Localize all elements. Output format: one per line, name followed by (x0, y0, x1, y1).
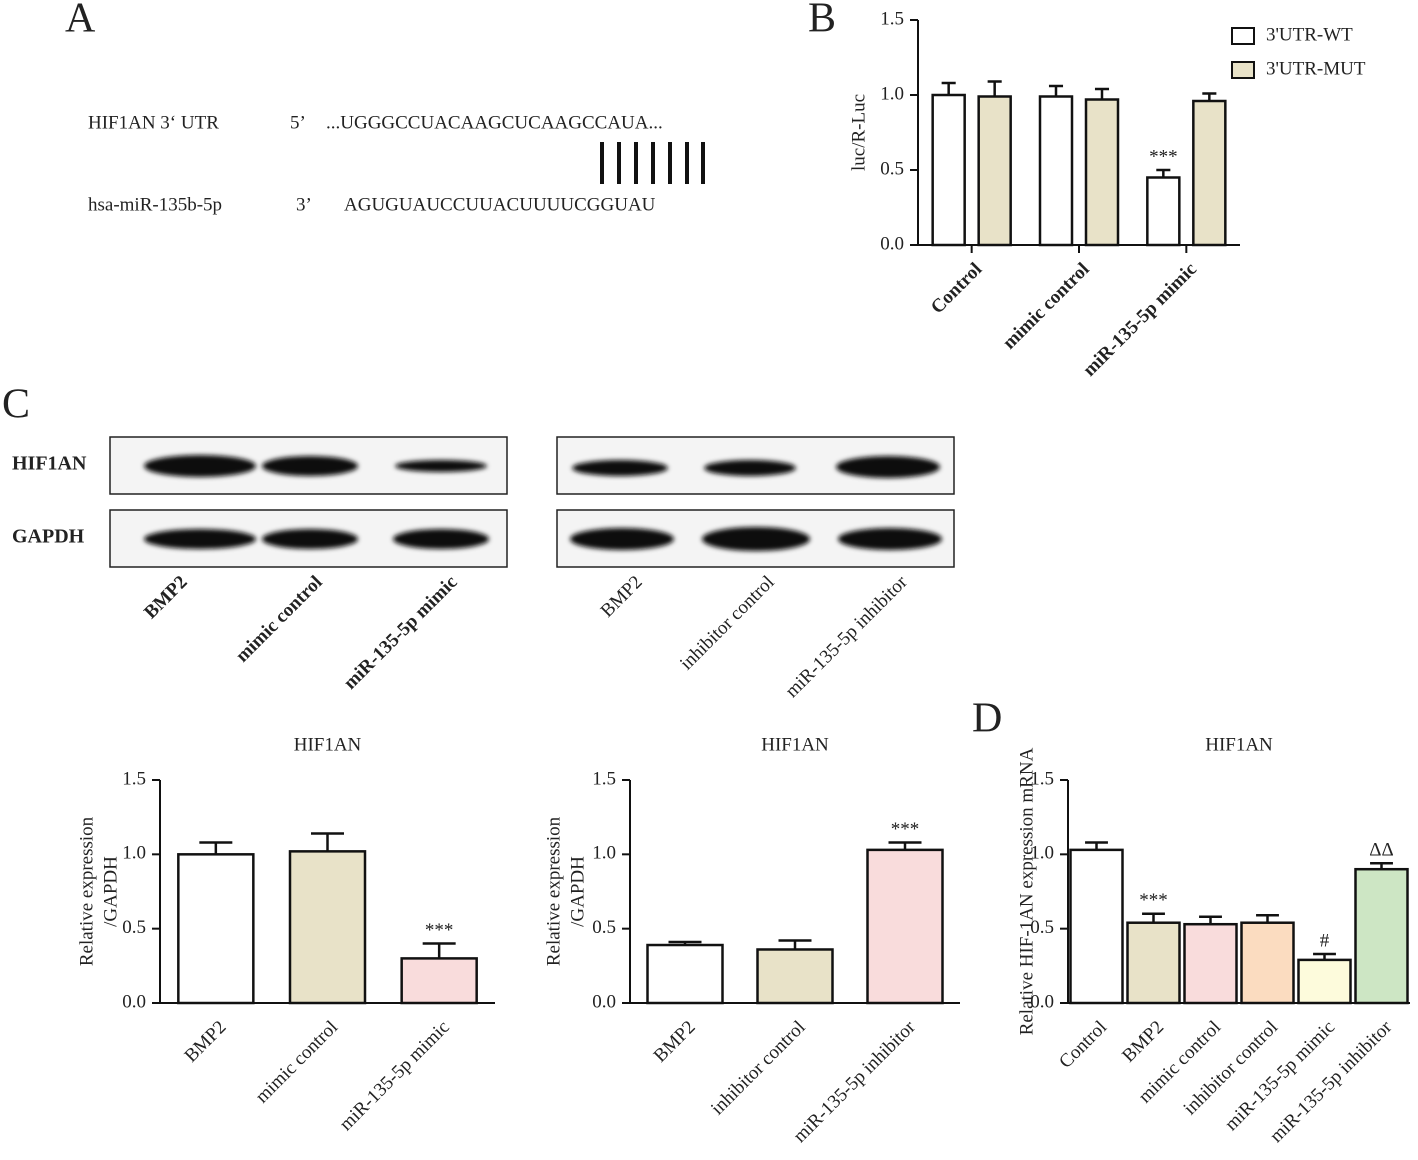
panel-label: A (65, 0, 96, 42)
bar (646, 943, 724, 1005)
x-tick-label: Control (1055, 1017, 1111, 1073)
y-tick-label: 1.0 (592, 843, 616, 864)
chart-title: HIF1AN (294, 734, 362, 755)
y-tick-label: 0.0 (1030, 991, 1054, 1012)
target-end: 5’ (290, 112, 306, 133)
y-axis-label: /GAPDH (567, 856, 588, 927)
x-tick-label: mimic control (999, 259, 1094, 354)
blot (109, 436, 955, 568)
x-tick-label: BMP2 (650, 1017, 700, 1067)
y-tick-label: 1.5 (1030, 768, 1054, 789)
y-tick-label: 0.0 (122, 991, 146, 1012)
significance-label: *** (425, 920, 454, 941)
significance-label: ΔΔ (1369, 840, 1393, 861)
bar (931, 93, 966, 247)
panel-label: C (2, 382, 30, 428)
blot-row-label: HIF1AN (12, 453, 87, 475)
y-tick-label: 1.0 (880, 83, 904, 104)
lane-label: miR-135-5p mimic (340, 572, 462, 694)
y-tick-label: 0.0 (880, 233, 904, 254)
y-axis-label: Relative expression (76, 816, 97, 966)
legend-swatch (1231, 27, 1255, 45)
chart-title: HIF1AN (761, 734, 829, 755)
lane-label: miR-135-5p inhibitor (781, 571, 912, 702)
bar (1126, 921, 1181, 1005)
mirna-end: 3’ (296, 194, 312, 215)
lane-label: BMP2 (597, 572, 647, 622)
bar (400, 957, 478, 1005)
x-tick-label: miR-135-5p inhibitor (789, 1016, 920, 1147)
bar (288, 850, 367, 1005)
x-tick-label: BMP2 (181, 1017, 231, 1067)
bar (1069, 848, 1124, 1005)
y-tick-label: 0.0 (592, 991, 616, 1012)
bar (1084, 98, 1120, 247)
panel-label: B (808, 0, 836, 42)
bar (1192, 99, 1227, 247)
significance-label: *** (1139, 890, 1168, 911)
y-tick-label: 1.5 (592, 768, 616, 789)
y-tick-label: 1.0 (1030, 843, 1054, 864)
y-axis-label: Relative HIF-1AN expression mRNA (1016, 747, 1037, 1035)
target-seq: ...UGGGCCUACAAGCUCAAGCCAUA... (326, 112, 663, 133)
y-axis-label: Relative expression (543, 816, 564, 966)
lane-label: mimic control (232, 572, 327, 667)
pairing-lines (600, 142, 705, 184)
bar (1354, 867, 1409, 1005)
panel-label: D (972, 696, 1002, 742)
x-tick-label: BMP2 (1118, 1017, 1168, 1067)
mirna-seq: AGUGUAUCCUUACUUUUCGGUAU (344, 194, 656, 215)
y-tick-label: 1.5 (880, 8, 904, 29)
x-tick-label: miR-135-5p mimic (1079, 259, 1201, 381)
mirna-name: hsa-miR-135b-5p (88, 194, 222, 215)
y-axis-label: /GAPDH (100, 856, 121, 927)
x-tick-label: mimic control (252, 1017, 343, 1108)
x-tick-label: miR-135-5p mimic (336, 1017, 454, 1135)
bar (1038, 95, 1074, 247)
bar (977, 95, 1012, 247)
target-name: HIF1AN 3‘ UTR (88, 112, 219, 133)
bar (866, 848, 944, 1005)
lane-label: BMP2 (140, 572, 191, 623)
bar (756, 948, 834, 1005)
bar (1240, 921, 1295, 1005)
y-tick-label: 1.5 (122, 768, 146, 789)
y-tick-label: 0.5 (592, 917, 616, 938)
y-tick-label: 0.5 (122, 917, 146, 938)
significance-label: *** (1149, 146, 1178, 167)
significance-label: # (1320, 930, 1330, 951)
significance-label: *** (891, 819, 920, 840)
y-tick-label: 0.5 (880, 158, 904, 179)
bar (1297, 958, 1352, 1005)
lane-label: inhibitor control (676, 572, 779, 675)
bar (177, 853, 255, 1005)
blot-row-label: GAPDH (12, 526, 85, 548)
x-tick-label: inhibitor control (707, 1017, 810, 1120)
y-tick-label: 1.0 (122, 843, 146, 864)
bar (1146, 176, 1181, 247)
y-tick-label: 0.5 (1030, 917, 1054, 938)
legend-label: 3'UTR-MUT (1266, 58, 1366, 79)
legend-label: 3'UTR-WT (1266, 24, 1353, 45)
chart-title: HIF1AN (1205, 734, 1273, 755)
x-tick-label: Control (927, 259, 986, 318)
y-axis-label: luc/R-Luc (848, 94, 869, 171)
legend-swatch (1231, 61, 1255, 79)
bar (1183, 922, 1238, 1005)
